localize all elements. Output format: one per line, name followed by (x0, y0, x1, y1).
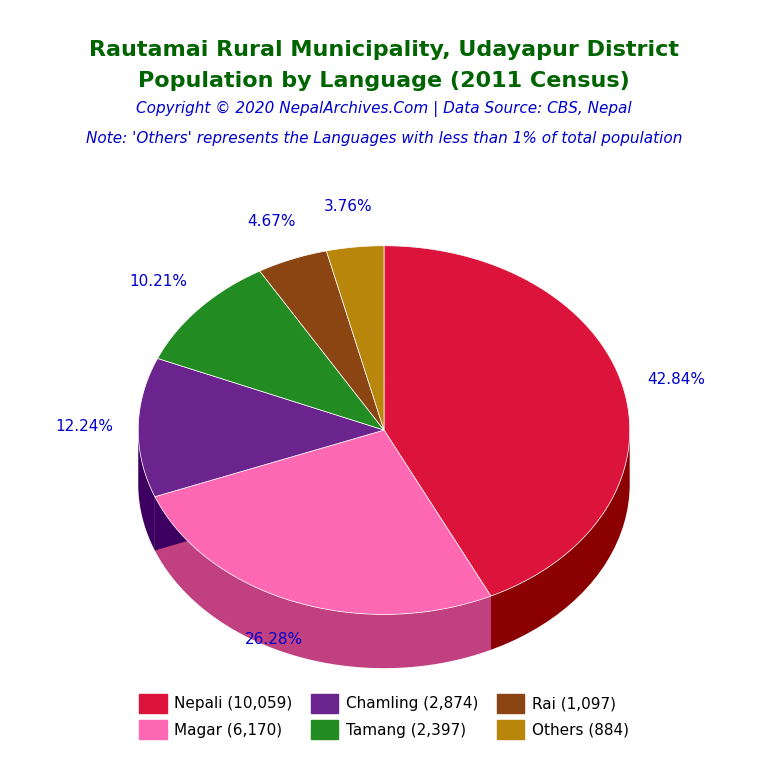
Polygon shape (157, 271, 384, 430)
Polygon shape (155, 430, 491, 614)
Text: Copyright © 2020 NepalArchives.Com | Data Source: CBS, Nepal: Copyright © 2020 NepalArchives.Com | Dat… (136, 101, 632, 117)
Polygon shape (384, 430, 491, 650)
Text: 26.28%: 26.28% (245, 632, 303, 647)
Text: Rautamai Rural Municipality, Udayapur District: Rautamai Rural Municipality, Udayapur Di… (89, 40, 679, 60)
Text: 42.84%: 42.84% (647, 372, 705, 387)
Polygon shape (155, 497, 491, 668)
Legend: Nepali (10,059), Magar (6,170), Chamling (2,874), Tamang (2,397), Rai (1,097), O: Nepali (10,059), Magar (6,170), Chamling… (133, 688, 635, 745)
Polygon shape (260, 251, 384, 430)
Text: Note: 'Others' represents the Languages with less than 1% of total population: Note: 'Others' represents the Languages … (86, 131, 682, 146)
Text: Population by Language (2011 Census): Population by Language (2011 Census) (138, 71, 630, 91)
Text: 4.67%: 4.67% (247, 214, 296, 229)
Text: 12.24%: 12.24% (55, 419, 113, 434)
Polygon shape (138, 359, 384, 497)
Polygon shape (155, 430, 384, 551)
Polygon shape (384, 246, 630, 596)
Text: 3.76%: 3.76% (324, 199, 373, 214)
Polygon shape (138, 432, 155, 551)
Text: 10.21%: 10.21% (130, 274, 187, 290)
Polygon shape (155, 430, 384, 551)
Polygon shape (384, 430, 491, 650)
Polygon shape (326, 246, 384, 430)
Polygon shape (491, 434, 630, 650)
